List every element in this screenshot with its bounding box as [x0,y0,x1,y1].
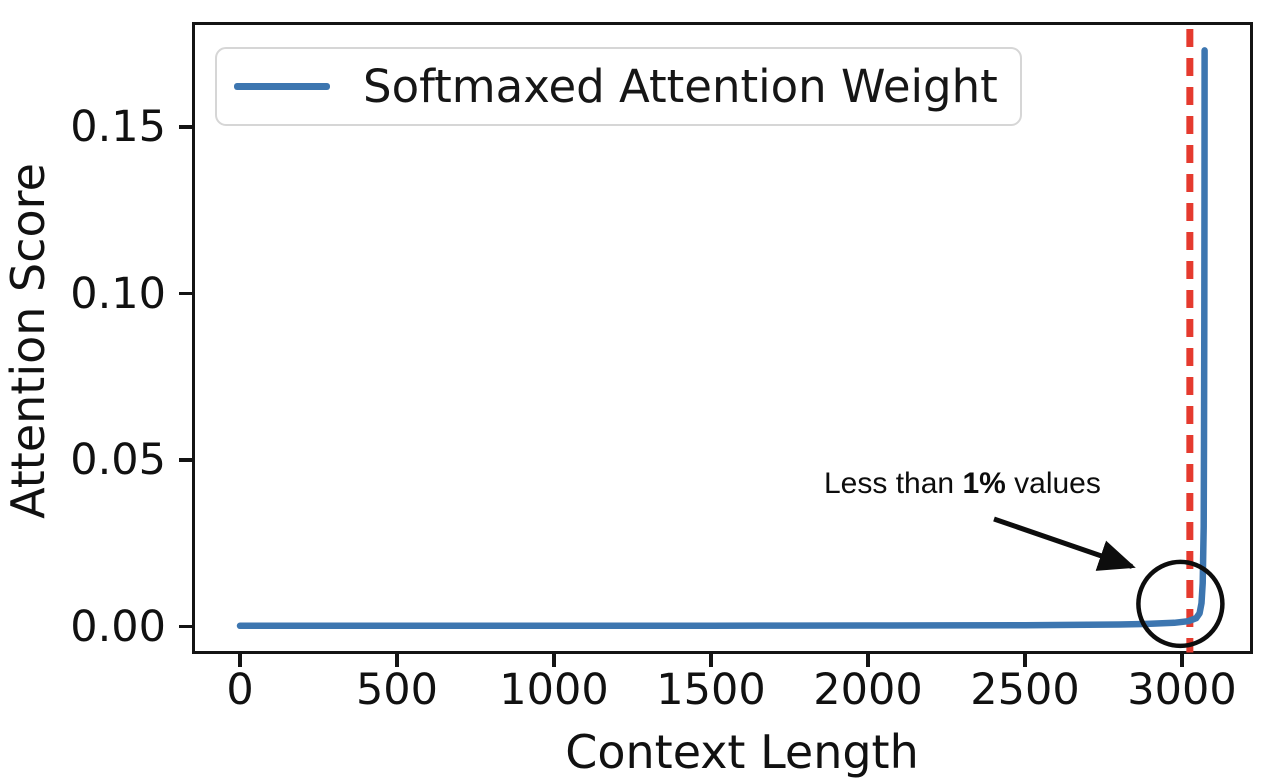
annotation-text-suffix: values [1005,467,1101,500]
legend-line-sample [234,83,330,90]
y-tick-label: 0.10 [70,268,166,319]
x-tick-label: 500 [355,665,439,715]
y-tick-label: 0.15 [70,102,166,152]
x-tick-mark [238,654,242,667]
x-tick-label: 3000 [1127,665,1237,715]
y-tick-label: 0.05 [70,435,166,485]
y-tick-label: 0.00 [70,601,166,652]
x-tick-mark [1023,654,1027,667]
y-tick-mark [179,125,192,129]
y-tick-mark [179,291,192,296]
x-tick-mark [552,654,556,667]
x-tick-label: 2000 [813,665,923,715]
plot-frame [192,22,1253,654]
y-axis-title: Attention Score [1,163,55,519]
x-tick-mark [709,654,713,667]
x-tick-mark [1180,654,1184,667]
x-tick-label: 1000 [499,665,609,715]
legend: Softmaxed Attention Weight [215,47,1022,126]
annotation-text-prefix: Less than [824,467,963,500]
x-tick-label: 2500 [970,665,1080,715]
y-tick-mark [179,458,192,462]
x-tick-label: 1500 [656,665,766,715]
x-axis-title: Context Length [565,725,919,779]
legend-label: Softmaxed Attention Weight [363,60,998,113]
annotation-text: Less than 1% values [824,466,1101,502]
x-tick-mark [866,654,870,667]
y-tick-mark [179,624,192,629]
x-tick-mark [395,654,399,667]
x-tick-label: 0 [226,665,254,715]
annotation-text-bold: 1% [962,467,1006,500]
